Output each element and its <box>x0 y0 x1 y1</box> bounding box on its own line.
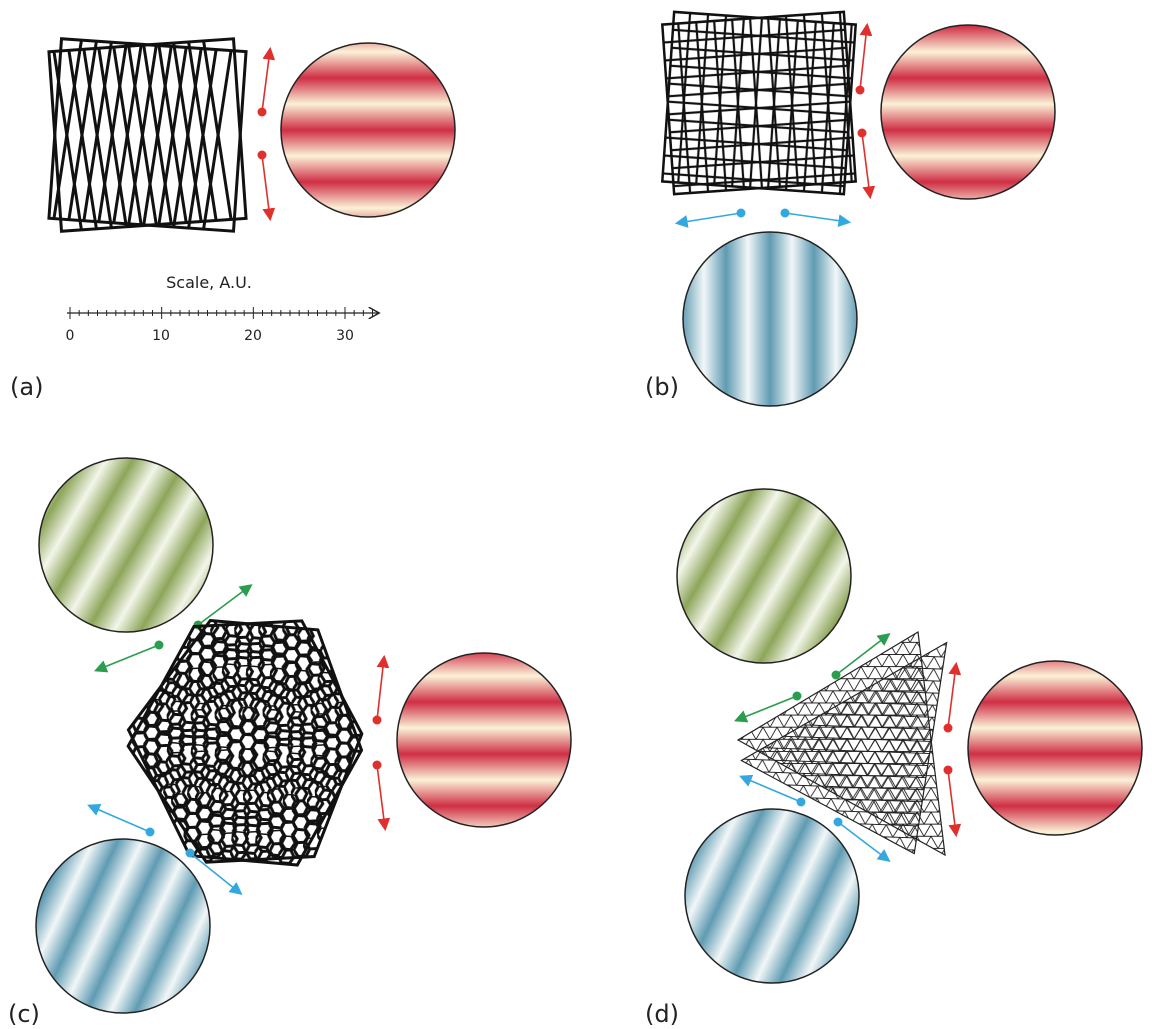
scale-tick-label-10: 10 <box>152 328 170 344</box>
panel-a: Scale, A.U. 0 10 20 30 (a) <box>10 39 455 401</box>
scale-title: Scale, A.U. <box>166 273 252 292</box>
moire-disc-red-d <box>968 661 1142 835</box>
moire-disc-green-d <box>677 489 851 663</box>
panel-label-a: (a) <box>10 373 43 401</box>
moire-disc-red-a <box>281 43 455 217</box>
panel-c: (c) <box>8 458 571 1028</box>
blue-arrows-b <box>678 209 848 224</box>
panel-label-c: (c) <box>8 1000 40 1028</box>
lattice-square-a <box>49 39 246 232</box>
panel-b: (b) <box>645 12 1055 406</box>
red-arrows-b <box>856 26 871 196</box>
panel-label-b: (b) <box>645 373 679 401</box>
lattice-square-b <box>662 12 855 194</box>
scale-tick-label-30: 30 <box>336 328 354 344</box>
scale-tick-label-0: 0 <box>66 328 75 344</box>
moire-disc-red-b <box>881 25 1055 199</box>
panel-d: (d) <box>645 489 1142 1028</box>
moire-disc-red-c <box>397 653 571 827</box>
moire-disc-green-c <box>39 458 213 632</box>
scale-bar: Scale, A.U. 0 10 20 30 <box>66 273 378 344</box>
moire-disc-blue-b <box>683 232 857 406</box>
red-arrows-c <box>373 658 386 828</box>
panel-label-d: (d) <box>645 1000 679 1028</box>
lattice-hexagonal-c <box>118 614 372 869</box>
moire-disc-blue-d <box>685 809 859 983</box>
red-arrows-a <box>258 50 271 218</box>
moire-disc-blue-c <box>36 839 210 1013</box>
red-arrows-d <box>944 665 957 834</box>
scale-tick-label-20: 20 <box>244 328 262 344</box>
